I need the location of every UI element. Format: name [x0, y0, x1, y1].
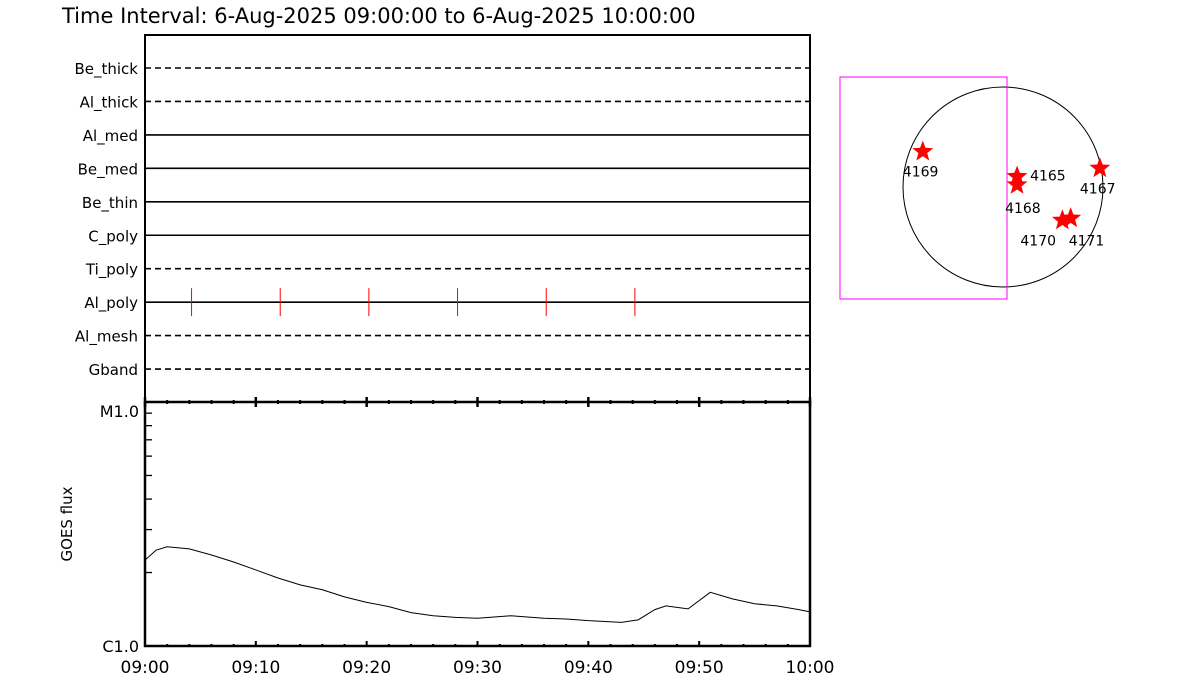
ytick-label: M1.0: [100, 402, 139, 421]
xtick-label: 09:30: [453, 658, 502, 678]
ytick-label: C1.0: [102, 637, 139, 656]
goes-ylabel: GOES flux: [58, 486, 76, 561]
active-region-star: [1089, 157, 1111, 178]
solar-disk: [902, 86, 1104, 288]
active-region-label: 4168: [1005, 201, 1041, 217]
active-region-label: 4165: [1030, 169, 1066, 185]
time-interval-title: Time Interval: 6-Aug-2025 09:00:00 to 6-…: [61, 4, 696, 28]
xtick-label: 10:00: [786, 658, 835, 678]
active-region-star: [1051, 209, 1073, 230]
row-label: Be_med: [78, 160, 138, 179]
row-label: Ti_poly: [85, 261, 138, 280]
goes-flux-line: [144, 546, 811, 623]
row-label: Al_med: [83, 127, 138, 146]
active-region-star: [1006, 173, 1028, 194]
active-region-label: 4171: [1069, 233, 1105, 249]
active-region-star: [1060, 207, 1082, 228]
timeline-frame: [144, 34, 811, 403]
goes-frame: [143, 400, 812, 648]
active-region-label: 4170: [1020, 233, 1056, 249]
active-region-label: 4169: [903, 165, 939, 181]
row-label: Al_mesh: [75, 328, 138, 347]
row-label: Be_thick: [74, 60, 138, 79]
active-region-label: 4167: [1080, 181, 1116, 197]
row-label: Al_thick: [80, 93, 139, 112]
row-label: Gband: [89, 361, 138, 379]
row-label: C_poly: [88, 227, 138, 246]
row-label: Al_poly: [84, 294, 138, 313]
xtick-label: 09:50: [675, 658, 724, 678]
xtick-label: 09:40: [564, 658, 613, 678]
active-region-star: [912, 140, 934, 161]
xtick-label: 09:20: [342, 658, 391, 678]
xtick-label: 09:00: [121, 658, 170, 678]
fov-box: [839, 76, 1008, 300]
xtick-label: 09:10: [231, 658, 280, 678]
row-label: Be_thin: [82, 194, 138, 213]
